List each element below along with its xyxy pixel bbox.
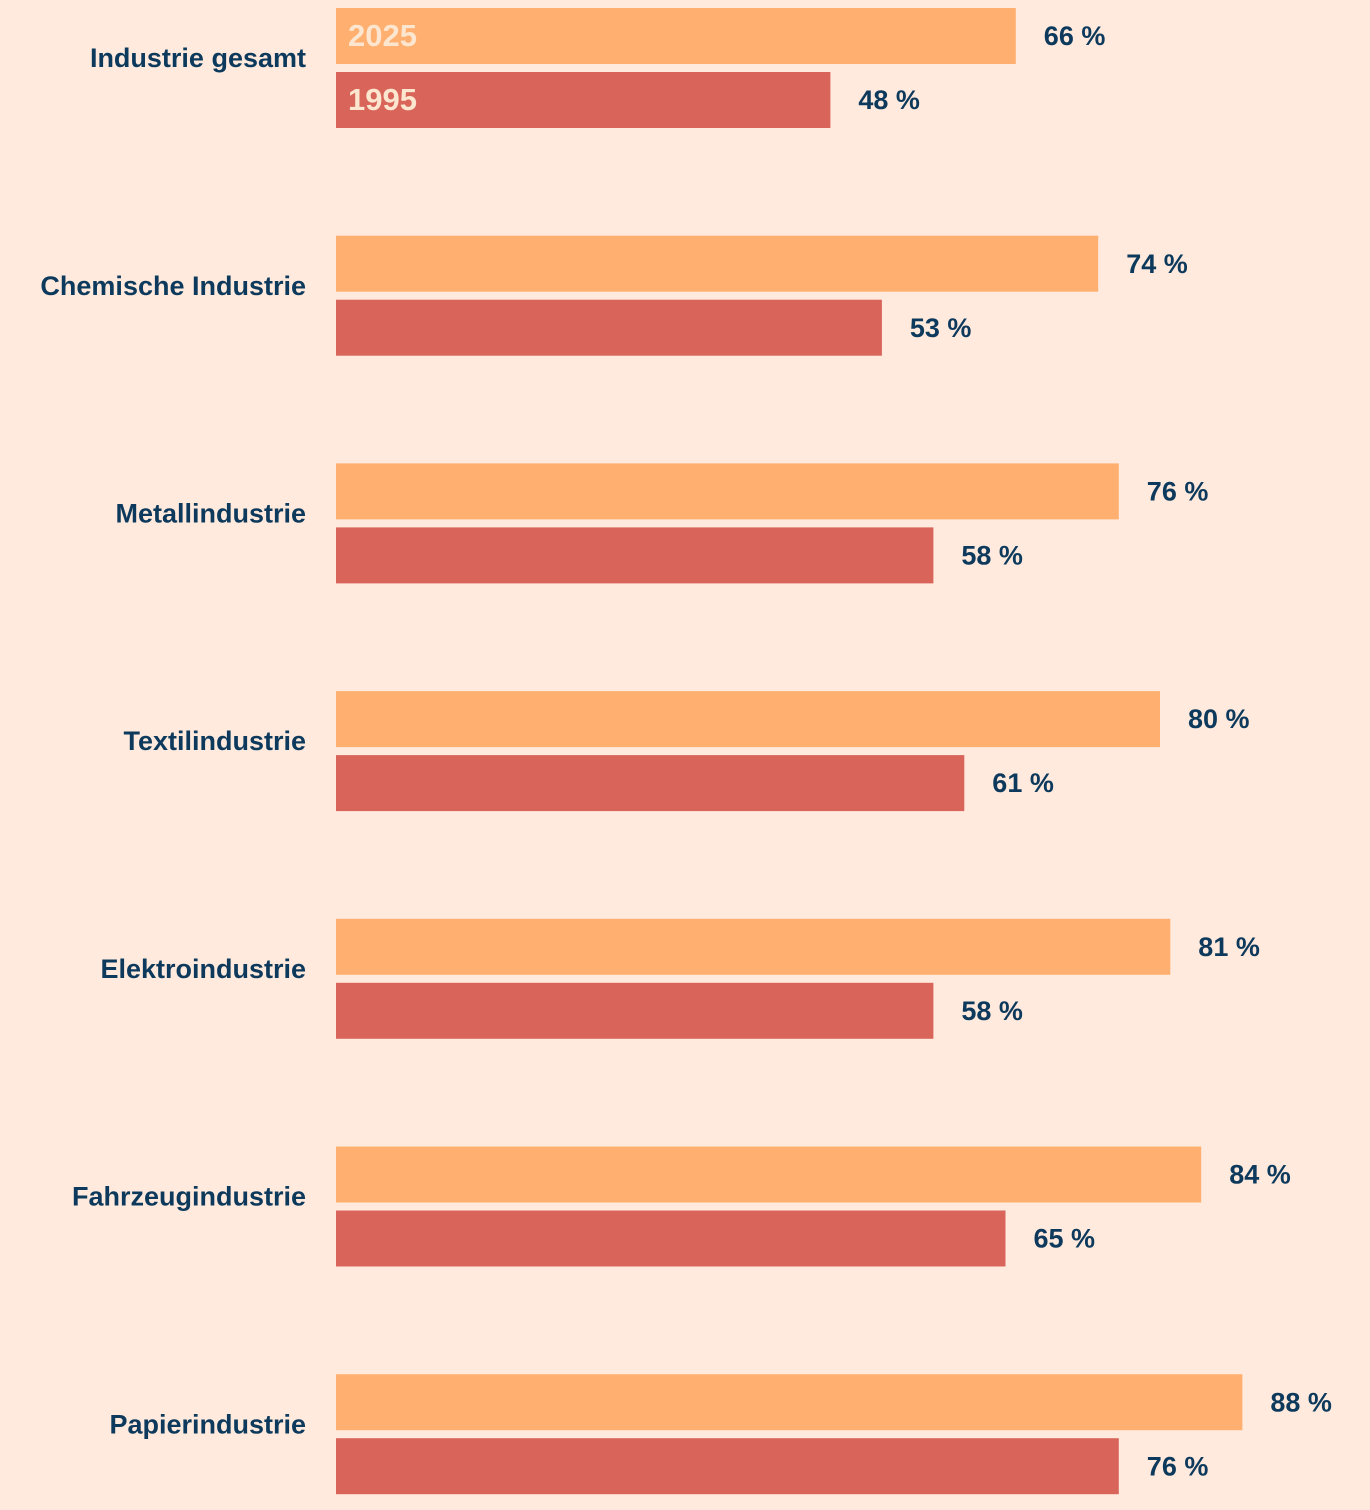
value-label: 88 %: [1270, 1387, 1332, 1417]
category-label: Elektroindustrie: [100, 954, 306, 984]
value-label: 48 %: [858, 85, 920, 115]
category-label: Papierindustrie: [109, 1409, 306, 1439]
value-label: 74 %: [1126, 249, 1188, 279]
bar: [336, 1210, 1006, 1267]
bar: [336, 235, 1099, 292]
bar: [336, 463, 1119, 520]
bar: [336, 1438, 1119, 1495]
value-label: 76 %: [1147, 477, 1209, 507]
bar: [336, 755, 965, 812]
value-label: 80 %: [1188, 704, 1250, 734]
value-label: 76 %: [1147, 1451, 1209, 1481]
category-label: Chemische Industrie: [40, 271, 306, 301]
bar: [336, 691, 1160, 748]
series-label: 2025: [348, 18, 417, 53]
bar: [336, 1374, 1243, 1431]
bar: [336, 982, 934, 1039]
bar: [336, 918, 1171, 975]
value-label: 61 %: [992, 768, 1054, 798]
value-label: 84 %: [1229, 1160, 1291, 1190]
category-label: Metallindustrie: [115, 499, 306, 529]
category-label: Fahrzeugindustrie: [72, 1182, 306, 1212]
bar: [336, 527, 934, 584]
bar: [336, 299, 882, 356]
series-label: 1995: [348, 82, 417, 117]
bar: [336, 72, 831, 128]
category-label: Industrie gesamt: [90, 43, 306, 73]
value-label: 81 %: [1198, 932, 1260, 962]
bar: [336, 1146, 1202, 1203]
value-label: 66 %: [1044, 21, 1106, 51]
value-label: 65 %: [1034, 1224, 1096, 1254]
value-label: 58 %: [961, 541, 1023, 571]
category-label: Textilindustrie: [123, 726, 306, 756]
value-label: 53 %: [910, 313, 972, 343]
value-label: 58 %: [961, 996, 1023, 1026]
bar: [336, 8, 1016, 64]
